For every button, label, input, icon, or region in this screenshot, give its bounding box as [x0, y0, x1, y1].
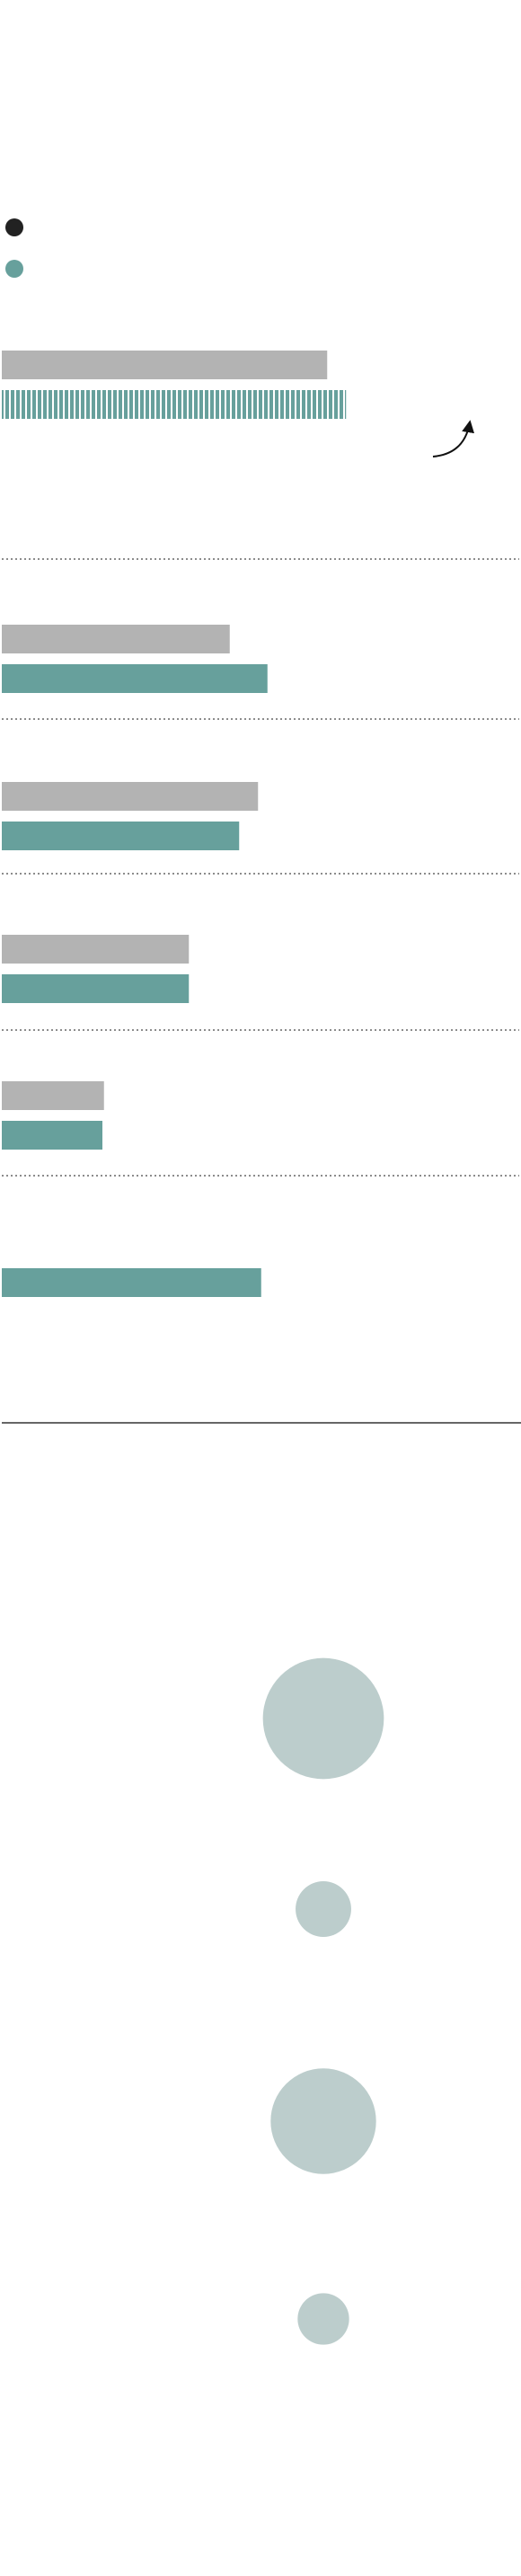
bubble-2: [270, 2068, 376, 2174]
bubble-3: [297, 2293, 349, 2345]
bar-gray-3: [2, 935, 190, 964]
bubble-chart: [262, 1657, 384, 2345]
bar-teal-1: [2, 664, 268, 693]
bar-gray-2: [2, 782, 259, 811]
bar-teal-2: [2, 822, 240, 850]
bar-gray-0: [2, 351, 328, 379]
legend-dot-1: [5, 260, 23, 278]
bar-chart: [2, 351, 347, 1297]
bar-teal-3: [2, 974, 190, 1003]
bar-gray-4: [2, 1081, 104, 1110]
bar-gray-1: [2, 625, 230, 653]
bubble-0: [262, 1657, 384, 1780]
bar-teal-5: [2, 1268, 261, 1297]
bar-teal-0: [2, 390, 347, 419]
legend: [5, 218, 23, 278]
bubble-1: [296, 1881, 351, 1937]
bar-teal-4: [2, 1121, 102, 1150]
row-dividers: [2, 558, 519, 1177]
legend-dot-0: [5, 218, 23, 236]
annotation-arrow: [432, 420, 475, 457]
